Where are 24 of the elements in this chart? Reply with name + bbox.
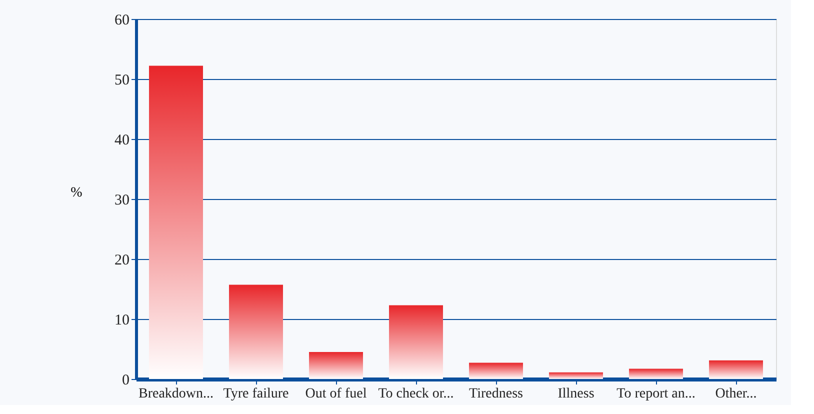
y-tick-label: 30 (114, 192, 130, 208)
bar (709, 360, 763, 379)
y-tick-label: 20 (114, 252, 130, 268)
y-axis-title: % (70, 186, 83, 200)
x-tick-label: To check or... (378, 386, 454, 402)
bar (549, 372, 603, 379)
bar (389, 305, 443, 379)
x-tick-label: Illness (558, 386, 594, 402)
x-tick-label: Tiredness (469, 386, 523, 402)
y-tick-label: 0 (122, 372, 130, 388)
bar (229, 284, 283, 379)
y-tick-label: 40 (114, 132, 130, 148)
x-tick-label: To report an... (616, 386, 696, 402)
y-tick-label: 50 (114, 72, 130, 88)
x-tick-label: Out of fuel (305, 386, 367, 402)
bar (629, 368, 683, 379)
x-tick-label: Breakdown... (138, 386, 214, 402)
x-tick-label: Other... (715, 386, 757, 402)
bar (149, 66, 203, 379)
y-tick-label: 60 (114, 12, 130, 28)
bar (469, 362, 523, 379)
y-tick-label: 10 (114, 312, 130, 328)
x-tick-label: Tyre failure (223, 386, 289, 402)
bar (309, 352, 363, 379)
